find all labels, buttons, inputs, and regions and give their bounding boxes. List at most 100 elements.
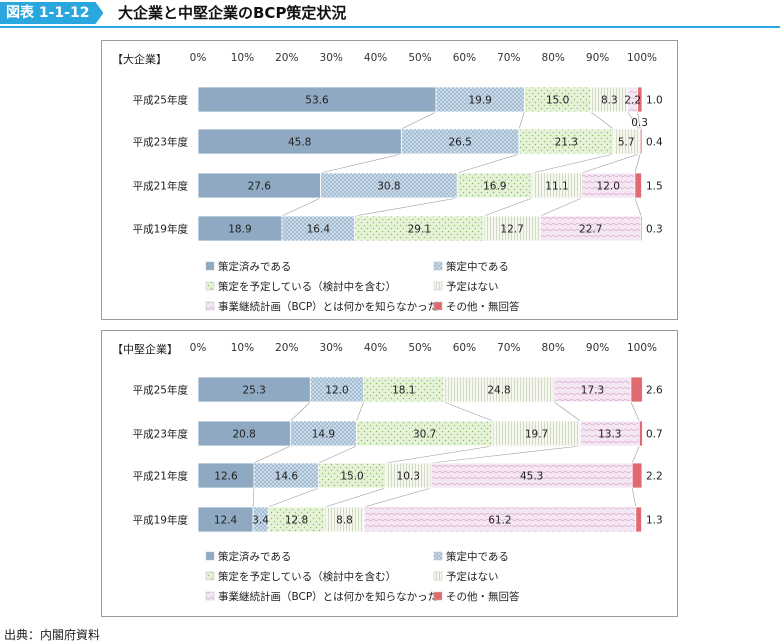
legend-label: 策定済みである — [218, 260, 291, 273]
series-connector-line — [324, 487, 386, 508]
data-label: 0.3 — [631, 117, 648, 129]
data-label: 30.7 — [413, 429, 436, 441]
category-label: 平成23年度 — [133, 136, 189, 149]
legend-swatch — [433, 261, 443, 271]
bar-segment — [637, 86, 643, 113]
data-label: 18.1 — [392, 385, 415, 397]
bar-segment — [253, 462, 320, 489]
series-connector-line — [354, 197, 458, 217]
category-label: 平成23年度 — [133, 428, 189, 441]
data-label: 12.8 — [285, 515, 308, 527]
x-tick-label: 20% — [275, 52, 298, 64]
bar-segment — [456, 172, 533, 199]
series-connector-line — [627, 111, 640, 130]
series-connector-line — [634, 153, 641, 174]
data-label: 15.0 — [340, 471, 363, 483]
bar-segment — [267, 506, 326, 533]
data-label: 14.6 — [275, 471, 299, 483]
series-connector-line — [290, 401, 311, 422]
bar-segment — [634, 172, 642, 199]
legend-swatch — [205, 281, 215, 291]
series-connector-line — [363, 487, 432, 508]
legend-label: 予定はない — [446, 570, 499, 583]
data-label: 5.7 — [618, 137, 635, 149]
bar-segment — [430, 462, 633, 489]
x-tick-label: 90% — [586, 342, 609, 354]
bar-segment — [197, 128, 402, 155]
data-label: 24.8 — [487, 385, 510, 397]
data-label: 27.6 — [248, 181, 272, 193]
legend-label: 策定済みである — [218, 550, 291, 563]
data-label: 45.3 — [520, 471, 543, 483]
figure-header: 図表 1-1-12 大企業と中堅企業のBCP策定状況 — [0, 0, 780, 28]
data-label: 8.8 — [336, 515, 353, 527]
series-connector-line — [590, 111, 614, 130]
data-label: 61.2 — [488, 515, 511, 527]
data-label: 12.4 — [214, 515, 238, 527]
x-tick-label: 40% — [364, 52, 387, 64]
category-label: 平成19年度 — [133, 223, 189, 236]
bar-segment — [363, 506, 637, 533]
bar-segment — [639, 128, 643, 155]
data-label: 26.5 — [448, 137, 471, 149]
x-tick-label: 50% — [408, 342, 431, 354]
series-connector-line — [581, 153, 639, 174]
bar-segment — [630, 376, 643, 403]
stacked-bar-chart: 【大企業】 0% 10% 20% 30% 40% 50% 60% 70% 80% 90% 100% 平成… — [112, 52, 663, 313]
legend-label: 策定を予定している（検討中を含む） — [218, 280, 396, 293]
legend-swatch — [205, 261, 215, 271]
x-tick-label: 100% — [627, 342, 657, 354]
legend-swatch — [205, 591, 215, 601]
bar-segment — [363, 376, 445, 403]
series-connector-line — [631, 487, 637, 508]
legend-swatch — [205, 301, 215, 311]
series-connector-line — [634, 197, 642, 217]
chart-panel-large-companies: 【大企業】 0% 10% 20% 30% 40% 50% 60% 70% 80% 90% 100% 平成… — [101, 40, 678, 320]
x-tick-label: 30% — [320, 342, 343, 354]
bar-segment — [523, 86, 592, 113]
legend-label: 策定中である — [446, 260, 509, 273]
source-note: 出典：内閣府資料 — [4, 628, 101, 642]
data-label: 21.3 — [555, 137, 578, 149]
legend-label: 予定はない — [446, 280, 499, 293]
bar-segment — [197, 172, 321, 199]
stacked-bar-chart: 【中堅企業】 0% 10% 20% 30% 40% 50% 60% 70% 80% 90% 100% 平… — [112, 342, 663, 603]
category-label: 平成21年度 — [133, 180, 189, 193]
series-connector-line — [385, 445, 493, 464]
data-label: 18.9 — [228, 224, 251, 236]
panel-title: 【中堅企業】 — [112, 342, 178, 356]
data-label: 12.7 — [500, 224, 523, 236]
x-tick-label: 90% — [586, 52, 609, 64]
series-connector-line — [518, 111, 525, 130]
x-tick-label: 10% — [231, 52, 254, 64]
series-connector-line — [268, 487, 319, 508]
data-label: 0.4 — [646, 137, 663, 149]
legend-swatch — [433, 551, 443, 561]
series-connector-line — [281, 197, 321, 217]
x-tick-label: 70% — [497, 342, 520, 354]
x-tick-label: 10% — [231, 342, 254, 354]
data-label: 30.8 — [377, 181, 400, 193]
data-label: 29.1 — [408, 224, 431, 236]
x-tick-label: 0% — [190, 52, 207, 64]
bar-segment — [635, 506, 642, 533]
bar-segment — [613, 128, 640, 155]
bar-segment — [197, 506, 254, 533]
legend-swatch — [205, 551, 215, 561]
bar-segment — [309, 376, 365, 403]
data-label: 11.1 — [545, 181, 568, 193]
series-connector-line — [443, 401, 493, 422]
bar-segment — [197, 86, 437, 113]
data-label: 1.0 — [646, 95, 663, 107]
legend-label: その他・無回答 — [446, 300, 520, 313]
bar-segment — [435, 86, 525, 113]
legend-label: 事業継続計画（BCP）とは何かを知らなかった — [218, 300, 438, 313]
data-label: 14.9 — [312, 429, 335, 441]
category-label: 平成19年度 — [133, 514, 189, 527]
x-tick-label: 60% — [453, 52, 476, 64]
bar-segment — [384, 462, 432, 489]
data-label: 0.7 — [646, 429, 663, 441]
bar-segment — [197, 462, 255, 489]
category-label: 平成21年度 — [133, 470, 189, 483]
series-connector-line — [457, 153, 520, 174]
